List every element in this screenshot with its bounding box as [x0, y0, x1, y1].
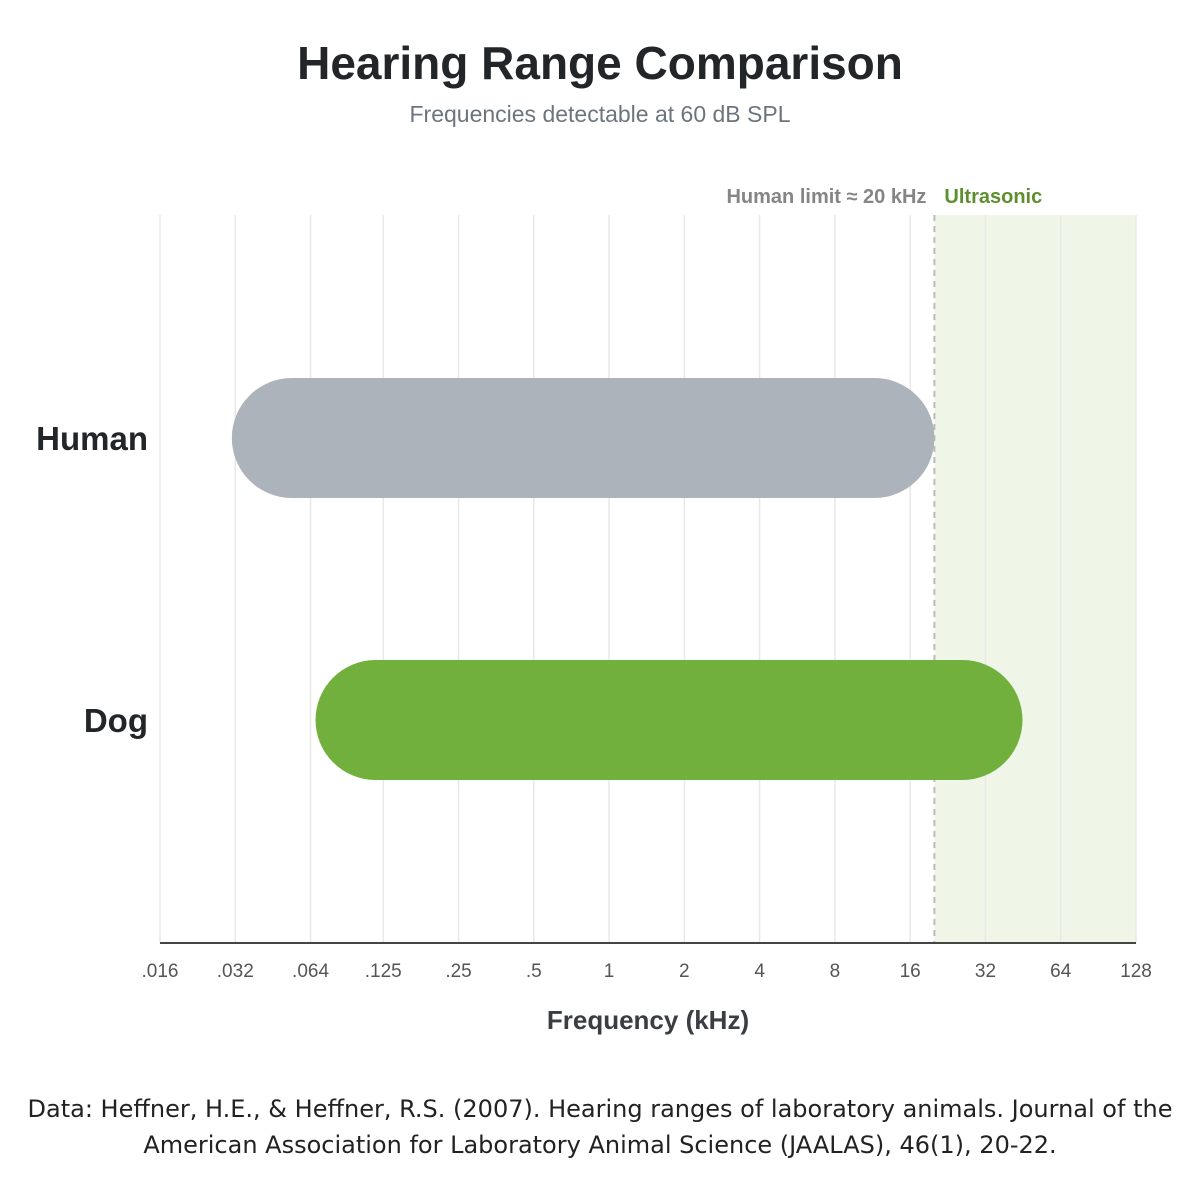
x-tick-label: 8 — [830, 961, 841, 982]
chart-title: Hearing Range Comparison — [297, 37, 903, 89]
x-tick-label: 4 — [754, 961, 765, 982]
x-tick-label: 64 — [1050, 961, 1072, 982]
x-tick-label: .032 — [217, 961, 254, 982]
x-tick-label: .25 — [445, 961, 471, 982]
category-label-dog: Dog — [84, 702, 148, 739]
x-axis-label: Frequency (kHz) — [547, 1005, 749, 1035]
x-tick-label: .5 — [526, 961, 542, 982]
data-source-note: Data: Heffner, H.E., & Heffner, R.S. (20… — [27, 1095, 1173, 1159]
range-bar-dog — [315, 660, 1023, 780]
x-tick-label: .064 — [292, 961, 329, 982]
x-tick-label: 128 — [1120, 961, 1152, 982]
range-bar-human — [231, 378, 935, 498]
chart-subtitle: Frequencies detectable at 60 dB SPL — [409, 101, 791, 127]
category-label-human: Human — [36, 420, 148, 457]
ultrasonic-region-label: Ultrasonic — [944, 186, 1042, 208]
x-tick-label: 1 — [604, 961, 615, 982]
reference-line-label: Human limit ≈ 20 kHz — [726, 186, 926, 208]
x-tick-label: .016 — [142, 961, 179, 982]
x-tick-label: 32 — [975, 961, 996, 982]
hearing-range-chart: .016 .032 .064 .125 .25 .5 1 2 4 8 16 32 64 128 Human… — [36, 186, 1152, 1035]
x-tick-label: .125 — [365, 961, 402, 982]
x-tick-label: 2 — [679, 961, 690, 982]
ultrasonic-region — [934, 215, 1136, 943]
x-tick-label: 16 — [900, 961, 921, 982]
